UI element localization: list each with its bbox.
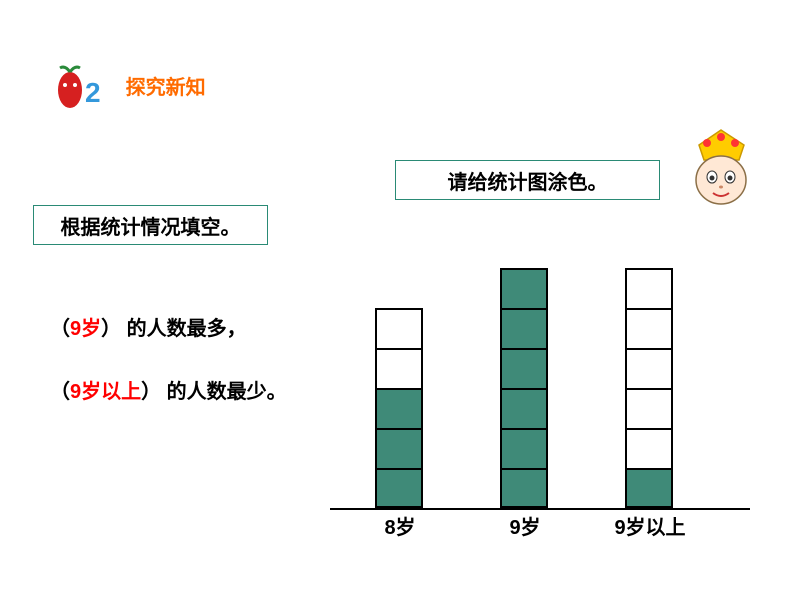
- chart-cell: [500, 388, 548, 428]
- pepper-mascot-icon: [50, 60, 90, 110]
- chart-cell: [625, 388, 673, 428]
- answer-1: 9岁: [70, 318, 101, 340]
- chart-baseline: [330, 508, 750, 510]
- chart-cell: [625, 468, 673, 508]
- instruction-box: 请给统计图涂色。: [395, 160, 660, 200]
- chart-cell: [375, 308, 423, 348]
- answer-2: 9岁以上: [70, 381, 141, 403]
- chart-cell: [375, 428, 423, 468]
- fill-blank-line-2: （9岁以上） 的人数最少。: [50, 375, 287, 404]
- chart-cell: [625, 348, 673, 388]
- chart-cell: [500, 428, 548, 468]
- chart-bar: [500, 268, 548, 508]
- chart-cell: [375, 388, 423, 428]
- paren-open-1: （: [50, 318, 70, 340]
- chart-cell: [500, 348, 548, 388]
- chart-bar-label: 9岁: [500, 511, 550, 540]
- fill-blank-line-1: （9岁） 的人数最多，: [50, 312, 247, 341]
- chart-cell: [625, 428, 673, 468]
- chart-cell: [500, 308, 548, 348]
- chart-cell: [625, 308, 673, 348]
- chart-bar-label: 9岁以上: [605, 511, 695, 540]
- section-title: 探究新知: [126, 71, 206, 100]
- question-box: 根据统计情况填空。: [33, 205, 268, 245]
- chart-cell: [500, 468, 548, 508]
- text-after-1: ） 的人数最多，: [101, 318, 247, 340]
- cartoon-character-icon: [679, 125, 764, 210]
- paren-open-2: （: [50, 381, 70, 403]
- chart-cell: [375, 348, 423, 388]
- chart-cell: [500, 268, 548, 308]
- text-after-2: ） 的人数最少。: [141, 381, 287, 403]
- chart-bar: [375, 308, 423, 508]
- chart-cell: [375, 468, 423, 508]
- bar-chart: 8岁 9岁 9岁以上: [330, 230, 750, 550]
- chart-bar: [625, 268, 673, 508]
- chart-bar-label: 8岁: [375, 511, 425, 540]
- chart-cell: [625, 268, 673, 308]
